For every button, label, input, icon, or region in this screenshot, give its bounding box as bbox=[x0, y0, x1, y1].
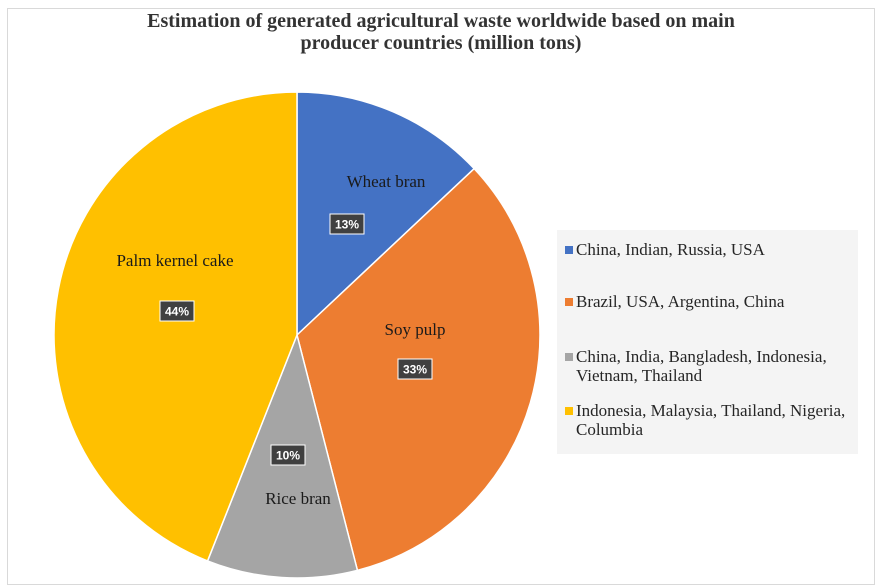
legend-label: China, Indian, Russia, USA bbox=[576, 240, 856, 259]
legend-swatch bbox=[565, 353, 573, 361]
legend-label: Indonesia, Malaysia, Thailand, Nigeria, … bbox=[576, 401, 856, 439]
legend-item: China, India, Bangladesh, Indonesia, Vie… bbox=[565, 347, 856, 385]
slice-category-label: Soy pulp bbox=[385, 320, 446, 339]
slice-category-label: Rice bran bbox=[265, 489, 331, 508]
legend-swatch bbox=[565, 407, 573, 415]
slice-percent-label: 13% bbox=[335, 218, 359, 232]
legend-item: China, Indian, Russia, USA bbox=[565, 240, 856, 259]
legend-item: Brazil, USA, Argentina, China bbox=[565, 292, 856, 311]
slice-category-label: Wheat bran bbox=[347, 172, 426, 191]
slice-percent-label: 33% bbox=[403, 363, 427, 377]
legend-swatch bbox=[565, 298, 573, 306]
legend-item: Indonesia, Malaysia, Thailand, Nigeria, … bbox=[565, 401, 856, 439]
legend-swatch bbox=[565, 246, 573, 254]
legend-label: China, India, Bangladesh, Indonesia, Vie… bbox=[576, 347, 856, 385]
chart-legend: China, Indian, Russia, USA Brazil, USA, … bbox=[557, 230, 858, 454]
slice-category-label: Palm kernel cake bbox=[116, 251, 233, 270]
slice-percent-label: 10% bbox=[276, 449, 300, 463]
slice-percent-label: 44% bbox=[165, 305, 189, 319]
legend-label: Brazil, USA, Argentina, China bbox=[576, 292, 856, 311]
